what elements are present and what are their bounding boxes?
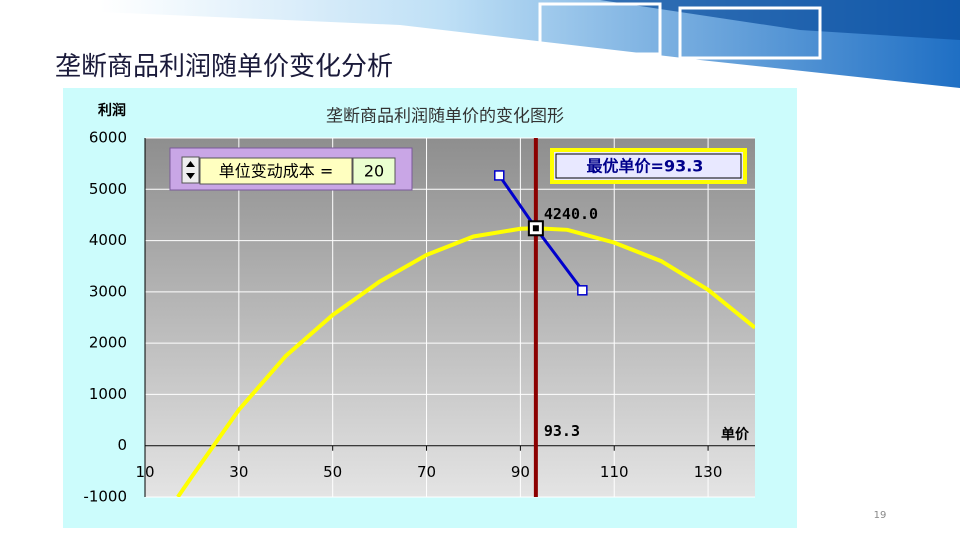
optimal-box: 最优单价=93.3: [550, 148, 747, 184]
optimal-box-inner: [555, 153, 742, 179]
spin-button[interactable]: [181, 156, 200, 184]
cost-control[interactable]: 单位变动成本 = 20: [169, 147, 413, 191]
x-axis-label: 单价: [721, 426, 750, 443]
y-tick-label: -1000: [83, 488, 127, 506]
optimal-y-label: 4240.0: [544, 205, 598, 223]
y-tick-label: 0: [117, 436, 127, 454]
optimal-x-label: 93.3: [544, 422, 580, 440]
control-value: 20: [364, 162, 384, 181]
y-tick-label: 4000: [89, 231, 127, 249]
control-label-box: [199, 157, 353, 185]
optimal-box-text: 最优单价=93.3: [587, 157, 704, 176]
x-tick-label: 70: [417, 463, 436, 481]
plot-area: [145, 138, 755, 497]
control-label: 单位变动成本 =: [219, 162, 334, 181]
point-marker: [577, 285, 588, 296]
x-tick-label: 130: [694, 463, 723, 481]
header-decoration: [100, 0, 960, 88]
series-line: [176, 226, 755, 497]
y-tick-label: 2000: [89, 334, 127, 352]
x-tick-label: 30: [229, 463, 248, 481]
x-tick-label: 90: [511, 463, 530, 481]
y-tick-label: 3000: [89, 282, 127, 300]
spin-up[interactable]: [186, 161, 195, 167]
x-tick-label: 50: [323, 463, 342, 481]
y-tick-label: 5000: [89, 180, 127, 198]
optimal-box-frame: [550, 148, 747, 184]
spin-down[interactable]: [186, 173, 195, 179]
slide-title: 垄断商品利润随单价变化分析: [55, 52, 393, 82]
chart-title: 垄断商品利润随单价的变化图形: [326, 107, 564, 127]
y-tick-label: 6000: [89, 129, 127, 147]
point-marker: [494, 170, 505, 181]
control-input[interactable]: [352, 157, 396, 185]
y-tick-label: 1000: [89, 385, 127, 403]
x-tick-label: 110: [600, 463, 629, 481]
optimal-point-core: [532, 225, 539, 232]
page-number: 19: [874, 510, 887, 521]
overlay: 4240.0 93.3: [494, 138, 598, 497]
y-axis-label: 利润: [98, 102, 126, 119]
